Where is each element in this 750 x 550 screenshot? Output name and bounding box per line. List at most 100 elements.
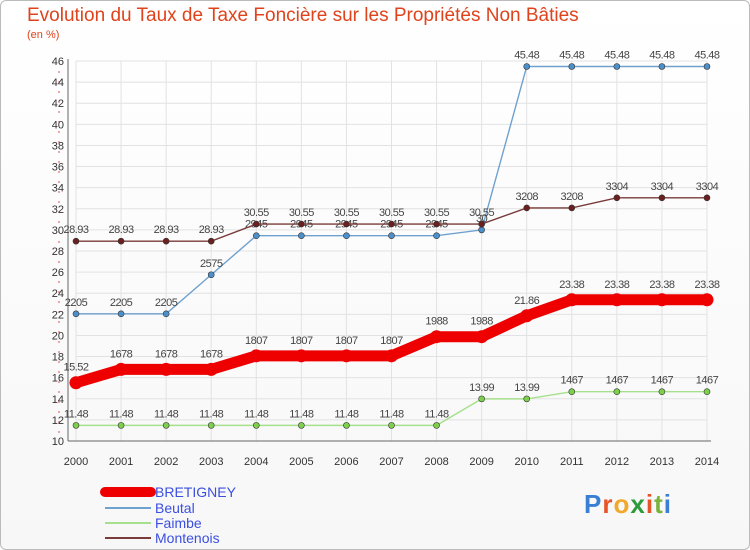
x-tick-label: 2014 (695, 456, 719, 468)
data-label-bretigney: 23.38 (694, 279, 719, 291)
legend-label-bretigney: BRETIGNEY (155, 484, 236, 500)
data-label-montenois: 30.55 (244, 207, 269, 219)
y-tick-label: 20 (52, 330, 64, 342)
data-label-montenois: 3208 (561, 191, 584, 203)
y-tick-label: 14 (52, 394, 64, 406)
data-point-faimbe (613, 388, 621, 396)
y-tick-label: 42 (52, 98, 64, 110)
data-point-montenois (433, 220, 440, 228)
data-label-montenois: 30.55 (379, 207, 404, 219)
data-label-beutal: 2205 (110, 297, 133, 309)
data-point-bretigney (69, 376, 83, 390)
data-point-faimbe (703, 388, 711, 396)
data-point-faimbe (388, 422, 395, 429)
data-label-faimbe: 11.48 (244, 408, 269, 420)
x-tick-label: 2012 (605, 456, 629, 468)
data-point-beutal (72, 310, 80, 318)
data-point-beutal (568, 63, 576, 70)
data-label-bretigney: 15.52 (63, 362, 88, 374)
data-label-bretigney: 1988 (470, 316, 493, 328)
data-label-faimbe: 1467 (696, 375, 719, 387)
data-point-faimbe (478, 395, 485, 403)
data-label-faimbe: 1467 (651, 375, 674, 387)
data-label-beutal: 45.48 (514, 49, 539, 61)
logo-letter: t (654, 489, 664, 519)
data-label-montenois: 30.55 (334, 207, 359, 219)
y-tick-label: 28 (52, 246, 64, 258)
data-point-bretigney (159, 362, 173, 376)
data-label-montenois: 3208 (515, 191, 538, 203)
data-point-montenois (388, 220, 395, 228)
data-label-bretigney: 23.38 (604, 279, 629, 291)
data-point-beutal (207, 271, 215, 279)
y-tick-label: 18 (52, 352, 64, 364)
data-label-montenois: 28.93 (63, 224, 88, 236)
logo-letter: i (663, 489, 672, 519)
data-label-bretigney: 23.38 (649, 279, 674, 291)
data-point-bretigney (430, 330, 444, 344)
x-tick-label: 2000 (64, 456, 88, 468)
data-point-beutal (343, 232, 350, 239)
logo-letter: r (602, 489, 614, 519)
x-tick-label: 2007 (379, 456, 403, 468)
data-point-beutal (388, 232, 395, 239)
x-tick-label: 2009 (469, 456, 493, 468)
logo-letter: o (613, 489, 631, 519)
data-point-bretigney (655, 293, 669, 307)
data-point-montenois (703, 194, 711, 202)
x-tick-label: 2003 (199, 456, 223, 468)
data-point-montenois (343, 220, 350, 228)
data-point-beutal (117, 310, 125, 318)
data-label-montenois: 30.55 (424, 207, 449, 219)
data-label-bretigney: 1988 (425, 316, 448, 328)
data-point-beutal (703, 63, 711, 70)
data-point-beutal (478, 226, 485, 234)
legend-label-faimbe: Faimbe (155, 515, 202, 531)
data-point-beutal (613, 63, 621, 70)
x-tick-label: 2001 (109, 456, 133, 468)
y-tick-label: 24 (52, 288, 64, 300)
data-label-faimbe: 1467 (561, 375, 584, 387)
data-point-montenois (523, 204, 531, 212)
data-label-faimbe: 11.48 (334, 408, 359, 420)
x-tick-label: 2011 (560, 456, 584, 468)
data-point-bretigney (565, 293, 579, 307)
data-label-bretigney: 1807 (380, 335, 403, 347)
logo-letter: P (584, 489, 603, 519)
data-label-faimbe: 13.99 (469, 382, 494, 394)
data-point-beutal (433, 232, 440, 239)
data-point-faimbe (343, 422, 350, 429)
data-point-bretigney (610, 293, 624, 307)
data-point-bretigney (475, 330, 489, 344)
data-label-bretigney: 1807 (335, 335, 358, 347)
x-tick-label: 2002 (154, 456, 178, 468)
legend-label-beutal: Beutal (155, 500, 195, 516)
data-label-bretigney: 1678 (155, 348, 178, 360)
data-label-beutal: 2205 (65, 297, 88, 309)
data-label-faimbe: 11.48 (289, 408, 314, 420)
y-tick-label: 32 (52, 204, 64, 216)
data-label-faimbe: 11.48 (64, 408, 89, 420)
y-tick-label: 36 (52, 162, 64, 174)
y-tick-label: 46 (52, 56, 64, 68)
data-point-bretigney (520, 309, 534, 323)
data-label-faimbe: 11.48 (379, 408, 404, 420)
y-tick-label: 38 (52, 140, 64, 152)
y-tick-label: 16 (52, 373, 64, 385)
data-label-montenois: 28.93 (199, 224, 224, 236)
data-point-faimbe (252, 422, 260, 429)
x-tick-label: 2004 (244, 456, 268, 468)
data-label-beutal: 45.48 (604, 49, 629, 61)
data-label-faimbe: 1467 (606, 375, 629, 387)
data-point-montenois (72, 237, 80, 245)
data-point-faimbe (658, 388, 666, 396)
data-point-montenois (252, 220, 260, 228)
data-label-bretigney: 1807 (290, 335, 313, 347)
data-point-bretigney (294, 349, 308, 363)
data-label-beutal: 30 (476, 213, 488, 225)
data-point-beutal (252, 232, 260, 239)
data-point-montenois (162, 237, 170, 245)
chart-subtitle: (en %) (27, 29, 60, 41)
